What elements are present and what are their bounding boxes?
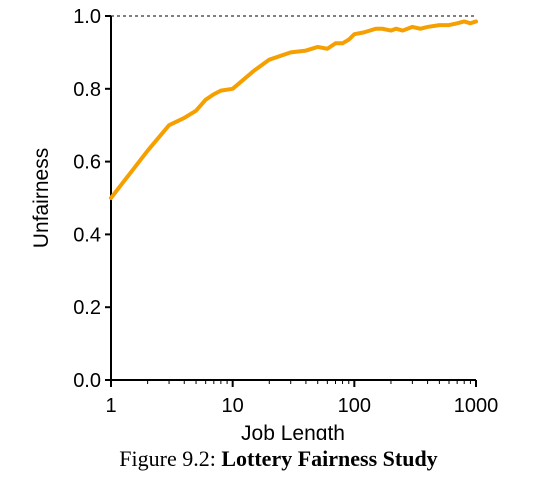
y-axis-title: Unfairness bbox=[30, 148, 53, 248]
x-ticks: 1 10 100 1000 bbox=[105, 380, 498, 417]
x-tick-label: 100 bbox=[338, 395, 371, 417]
x-tick-label: 1000 bbox=[454, 395, 499, 417]
y-ticks: 0.0 0.2 0.4 0.6 0.8 1.0 bbox=[73, 6, 111, 392]
lottery-fairness-chart: 0.0 0.2 0.4 0.6 0.8 1.0 1 10 100 1000 Job Length… bbox=[30, 6, 498, 440]
x-tick-label: 1 bbox=[105, 395, 116, 417]
x-axis-title: Job Length bbox=[241, 422, 345, 440]
series-line bbox=[109, 19, 478, 200]
x-tick-label: 10 bbox=[222, 395, 244, 417]
caption-prefix: Figure 9.2: bbox=[119, 446, 222, 471]
y-tick-label: 0.4 bbox=[73, 224, 101, 246]
figure-caption: Figure 9.2: Lottery Fairness Study bbox=[0, 446, 557, 472]
y-tick-label: 0.8 bbox=[73, 79, 101, 101]
y-tick-label: 0.2 bbox=[73, 297, 101, 319]
y-tick-label: 0.0 bbox=[73, 370, 101, 392]
y-tick-label: 0.6 bbox=[73, 152, 101, 174]
y-tick-label: 1.0 bbox=[73, 6, 101, 28]
caption-title: Lottery Fairness Study bbox=[221, 446, 438, 471]
